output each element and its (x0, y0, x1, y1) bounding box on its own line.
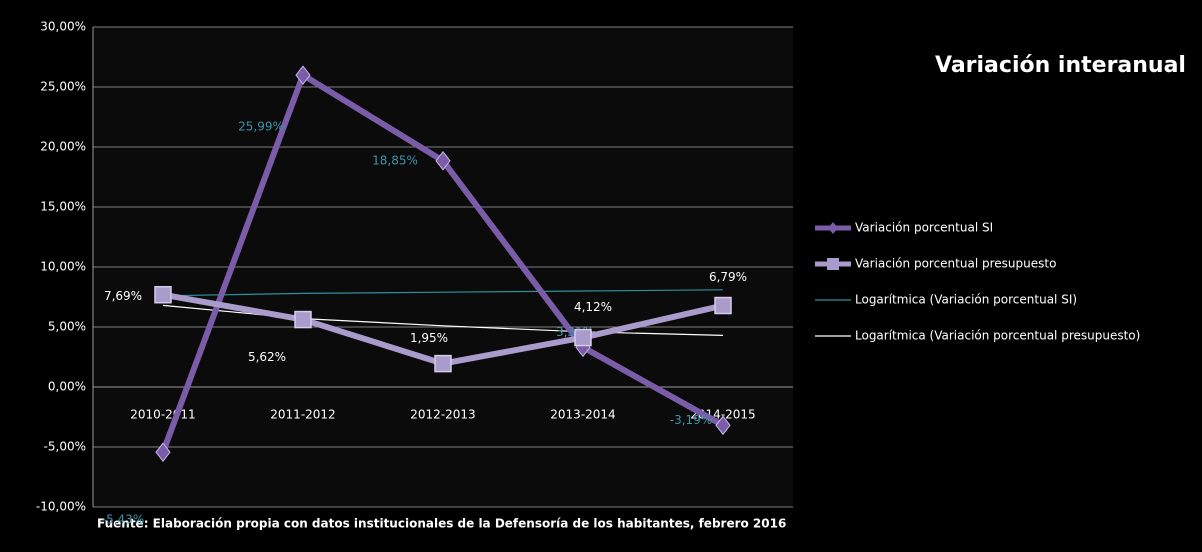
marker (435, 150, 451, 171)
legend-label: Logarítmica (Variación porcentual presup… (855, 329, 1140, 343)
legend-label: Logarítmica (Variación porcentual SI) (855, 293, 1077, 307)
data-label: 18,85% (372, 153, 418, 167)
data-label: 4,12% (574, 300, 612, 314)
y-tick-label: -5,00% (44, 440, 86, 454)
data-label: -3,19% (670, 413, 712, 427)
y-tick-label: 15,00% (40, 200, 86, 214)
legend-label: Variación porcentual SI (855, 221, 993, 235)
data-label: 6,79% (709, 270, 747, 284)
y-tick-label: 0,00% (48, 380, 86, 394)
chart-title: Variación interanual (935, 53, 1186, 78)
marker (714, 296, 732, 315)
marker (154, 285, 172, 304)
data-label: 7,69% (104, 289, 142, 303)
x-tick-label: 2011-2012 (270, 408, 335, 422)
x-tick-label: 2012-2013 (410, 408, 475, 422)
x-tick-label: 2010-2011 (130, 408, 195, 422)
marker (434, 354, 452, 373)
y-tick-label: 5,00% (48, 320, 86, 334)
y-tick-label: 10,00% (40, 260, 86, 274)
y-tick-label: 30,00% (40, 20, 86, 34)
source-note: Fuente: Elaboración propia con datos ins… (97, 517, 786, 531)
y-tick-label: 20,00% (40, 140, 86, 154)
legend-marker (827, 258, 839, 270)
marker (574, 328, 592, 347)
marker (715, 415, 731, 436)
legend-label: Variación porcentual presupuesto (855, 257, 1056, 271)
marker (155, 442, 171, 462)
y-tick-label: -10,00% (36, 500, 86, 514)
data-label: 5,62% (248, 350, 286, 364)
marker (295, 65, 311, 85)
data-label: 1,95% (410, 331, 448, 345)
data-label: 25,99% (238, 120, 284, 134)
series-line (162, 289, 724, 297)
marker (294, 310, 312, 329)
data-label: -5,43% (102, 513, 144, 527)
legend-marker (828, 222, 838, 234)
y-tick-label: 25,00% (40, 80, 86, 94)
x-tick-label: 2013-2014 (550, 408, 615, 422)
